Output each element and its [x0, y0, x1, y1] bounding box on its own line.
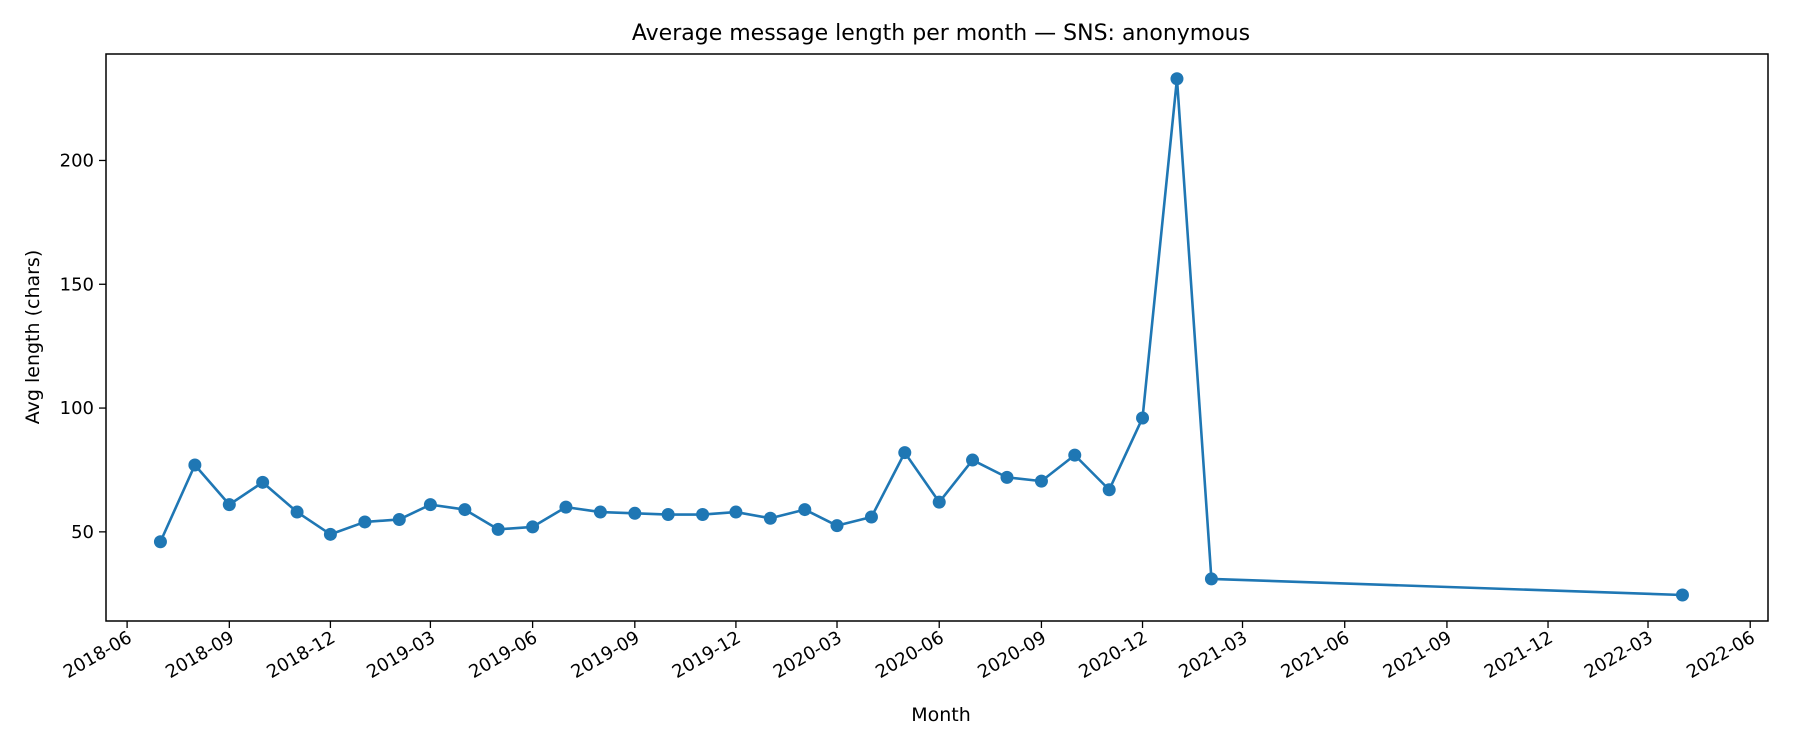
data-point: [392, 512, 406, 526]
data-point: [1102, 483, 1116, 497]
data-point: [696, 508, 710, 522]
data-point: [661, 508, 675, 522]
data-point: [763, 511, 777, 525]
data-point: [423, 498, 437, 512]
data-points: [153, 72, 1689, 602]
x-tick-label: 2019-12: [669, 627, 745, 683]
x-axis-label: Month: [911, 704, 971, 726]
data-point: [153, 535, 167, 549]
x-tick-label: 2020-03: [770, 627, 846, 683]
data-point: [358, 515, 372, 529]
data-point: [1136, 411, 1150, 425]
x-tick-label: 2021-09: [1380, 627, 1456, 683]
data-point: [491, 522, 505, 536]
data-point: [1034, 474, 1048, 488]
y-tick-label: 200: [60, 150, 94, 171]
chart-title: Average message length per month — SNS: …: [632, 21, 1250, 46]
x-tick-label: 2020-06: [872, 627, 948, 683]
data-point: [526, 520, 540, 534]
data-point: [256, 475, 270, 489]
x-tick-label: 2018-06: [60, 627, 136, 683]
data-point: [966, 453, 980, 467]
data-point: [593, 505, 607, 519]
series-line: [159, 77, 1683, 597]
data-point: [864, 510, 878, 524]
x-tick-label: 2018-09: [162, 627, 238, 683]
x-axis: 2018-06 2018-09 2018-12 2019-03 2019-06 2019-…: [60, 621, 1759, 683]
x-tick-label: 2022-03: [1581, 627, 1657, 683]
y-tick-label: 50: [71, 522, 94, 543]
data-point: [458, 503, 472, 517]
y-axis: 50 100 150 200: [60, 150, 106, 543]
data-point: [932, 495, 946, 509]
data-point: [898, 446, 912, 460]
x-tick-label: 2021-06: [1278, 627, 1354, 683]
data-point: [628, 506, 642, 520]
data-point: [188, 458, 202, 472]
data-point: [1000, 470, 1014, 484]
plot-frame: [105, 53, 1769, 622]
x-tick-label: 2019-09: [568, 627, 644, 683]
data-point: [559, 500, 573, 514]
x-tick-label: 2018-12: [263, 627, 339, 683]
x-tick-label: 2022-06: [1683, 627, 1759, 683]
y-tick-label: 100: [60, 398, 94, 419]
data-point: [729, 505, 743, 519]
data-point: [830, 519, 844, 533]
data-point: [222, 498, 236, 512]
x-tick-label: 2021-12: [1481, 627, 1557, 683]
data-point: [323, 527, 337, 541]
data-point: [1675, 588, 1689, 602]
x-tick-label: 2020-09: [974, 627, 1050, 683]
x-tick-label: 2020-12: [1075, 627, 1151, 683]
data-point: [798, 503, 812, 517]
x-tick-label: 2021-03: [1175, 627, 1251, 683]
y-axis-label: Avg length (chars): [22, 250, 44, 425]
y-tick-label: 150: [60, 274, 94, 295]
x-tick-label: 2019-06: [465, 627, 541, 683]
x-tick-label: 2019-03: [363, 627, 439, 683]
data-point: [290, 505, 304, 519]
data-point: [1170, 72, 1184, 86]
data-point: [1204, 572, 1218, 586]
data-point: [1068, 448, 1082, 462]
